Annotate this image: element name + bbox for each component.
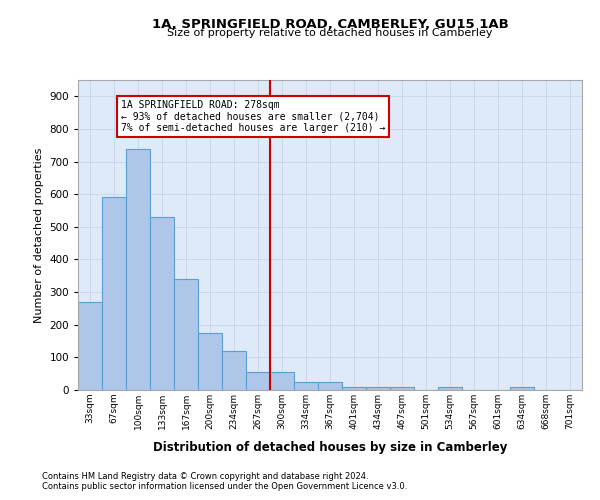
Text: Size of property relative to detached houses in Camberley: Size of property relative to detached ho…	[167, 28, 493, 38]
Text: Contains public sector information licensed under the Open Government Licence v3: Contains public sector information licen…	[42, 482, 407, 491]
Text: Distribution of detached houses by size in Camberley: Distribution of detached houses by size …	[153, 441, 507, 454]
Bar	[366, 386, 390, 390]
Text: Contains HM Land Registry data © Crown copyright and database right 2024.: Contains HM Land Registry data © Crown c…	[42, 472, 368, 481]
Bar	[102, 198, 126, 390]
Bar	[318, 382, 342, 390]
Bar	[126, 148, 150, 390]
Text: 1A SPRINGFIELD ROAD: 278sqm
← 93% of detached houses are smaller (2,704)
7% of s: 1A SPRINGFIELD ROAD: 278sqm ← 93% of det…	[121, 100, 386, 133]
Bar	[342, 386, 366, 390]
Bar	[270, 372, 294, 390]
Bar	[246, 372, 270, 390]
Bar	[222, 351, 246, 390]
Bar	[150, 217, 174, 390]
Bar	[174, 279, 198, 390]
Bar	[510, 386, 534, 390]
Y-axis label: Number of detached properties: Number of detached properties	[34, 148, 44, 322]
Bar	[438, 386, 462, 390]
Bar	[390, 386, 414, 390]
Bar	[198, 333, 222, 390]
Bar	[294, 382, 318, 390]
Text: 1A, SPRINGFIELD ROAD, CAMBERLEY, GU15 1AB: 1A, SPRINGFIELD ROAD, CAMBERLEY, GU15 1A…	[152, 18, 508, 30]
Bar	[78, 302, 102, 390]
